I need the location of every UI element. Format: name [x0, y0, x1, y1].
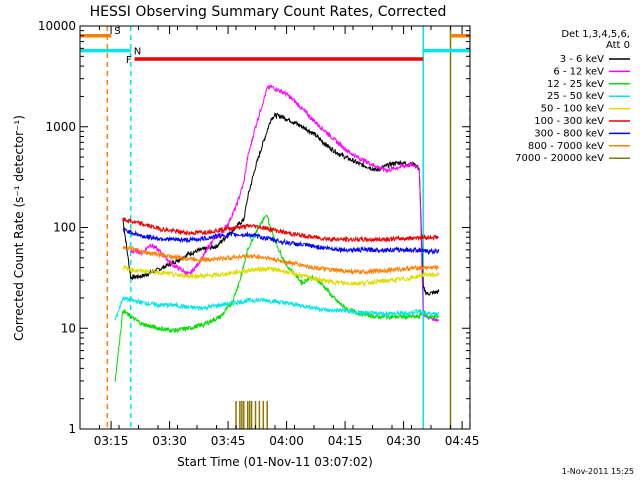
- y-tick-label: 100: [53, 221, 76, 235]
- y-tick-label: 10: [61, 321, 76, 335]
- chart-title: HESSI Observing Summary Count Rates, Cor…: [90, 4, 447, 20]
- legend-label-7000-20000-kev: 7000 - 20000 keV: [515, 153, 604, 164]
- series-line-25-50-kev: [114, 296, 440, 321]
- legend-label-6-12-kev: 6 - 12 keV: [553, 66, 604, 77]
- y-axis-label: Corrected Count Rate (s⁻¹ detector⁻¹): [12, 115, 26, 341]
- legend-label-25-50-kev: 25 - 50 keV: [547, 91, 604, 102]
- x-axis-label: Start Time (01-Nov-11 03:07:02): [177, 455, 373, 469]
- legend-header: Det 1,3,4,5,6,: [561, 29, 630, 40]
- legend-header: Att 0: [606, 40, 630, 51]
- legend-label-3-6-kev: 3 - 6 keV: [560, 54, 604, 65]
- plot-area: S NF: [80, 26, 470, 429]
- x-axis-ticks: 03:15 03:30 03:45 04:00 04:15 04:30 04:45: [79, 26, 480, 448]
- series-line-300-800-kev: [122, 227, 440, 256]
- x-tick-label: 03:30: [152, 434, 187, 448]
- series-line-800-7000-kev: [122, 245, 440, 276]
- footer-timestamp: 1-Nov-2011 15:25: [562, 467, 634, 476]
- series-line-100-300-kev: [122, 217, 440, 244]
- legend-label-100-300-kev: 100 - 300 keV: [534, 116, 604, 127]
- x-tick-label: 04:45: [445, 434, 480, 448]
- legend-label-12-25-kev: 12 - 25 keV: [547, 79, 604, 90]
- y-tick-label: 1: [68, 422, 76, 436]
- flag-label-n: N: [134, 47, 141, 58]
- legend-label-50-100-kev: 50 - 100 keV: [541, 104, 605, 115]
- series-line-3-6-kev: [122, 112, 440, 296]
- x-tick-label: 03:45: [211, 434, 246, 448]
- y-axis-ticks: 1 10 100 1000 10000: [38, 19, 470, 436]
- x-tick-label: 04:30: [386, 434, 421, 448]
- x-tick-label: 03:15: [94, 434, 129, 448]
- x-tick-label: 04:00: [269, 434, 304, 448]
- y-tick-label: 10000: [38, 19, 76, 33]
- x-tick-label: 04:15: [328, 434, 363, 448]
- y-tick-label: 1000: [45, 120, 76, 134]
- flag-label-s: S: [114, 26, 120, 37]
- legend-label-800-7000-kev: 800 - 7000 keV: [528, 141, 604, 152]
- plot-frame: [79, 25, 471, 430]
- series-line-6-12-kev: [130, 84, 440, 323]
- legend-label-300-800-kev: 300 - 800 keV: [534, 128, 604, 139]
- flag-label-f: F: [126, 55, 132, 66]
- series-line-50-100-kev: [122, 264, 440, 287]
